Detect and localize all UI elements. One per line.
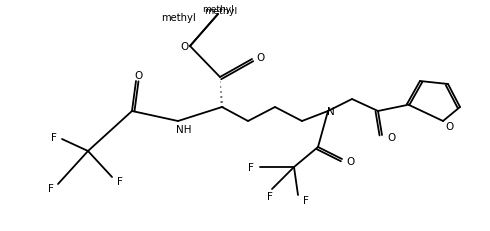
Text: methyl: methyl [204, 6, 238, 15]
Text: O: O [387, 132, 395, 142]
Text: F: F [303, 195, 309, 205]
Text: O: O [346, 156, 354, 166]
Text: O: O [445, 122, 453, 131]
Text: O: O [180, 42, 188, 52]
Text: O: O [256, 53, 264, 63]
Text: methyl: methyl [202, 6, 234, 14]
Text: N: N [327, 106, 335, 116]
Text: F: F [51, 132, 57, 142]
Text: NH: NH [176, 125, 192, 134]
Text: F: F [267, 191, 273, 201]
Text: methyl: methyl [161, 13, 196, 23]
Text: O: O [134, 71, 142, 81]
Text: F: F [248, 162, 254, 172]
Text: F: F [48, 183, 54, 193]
Text: F: F [117, 176, 123, 186]
